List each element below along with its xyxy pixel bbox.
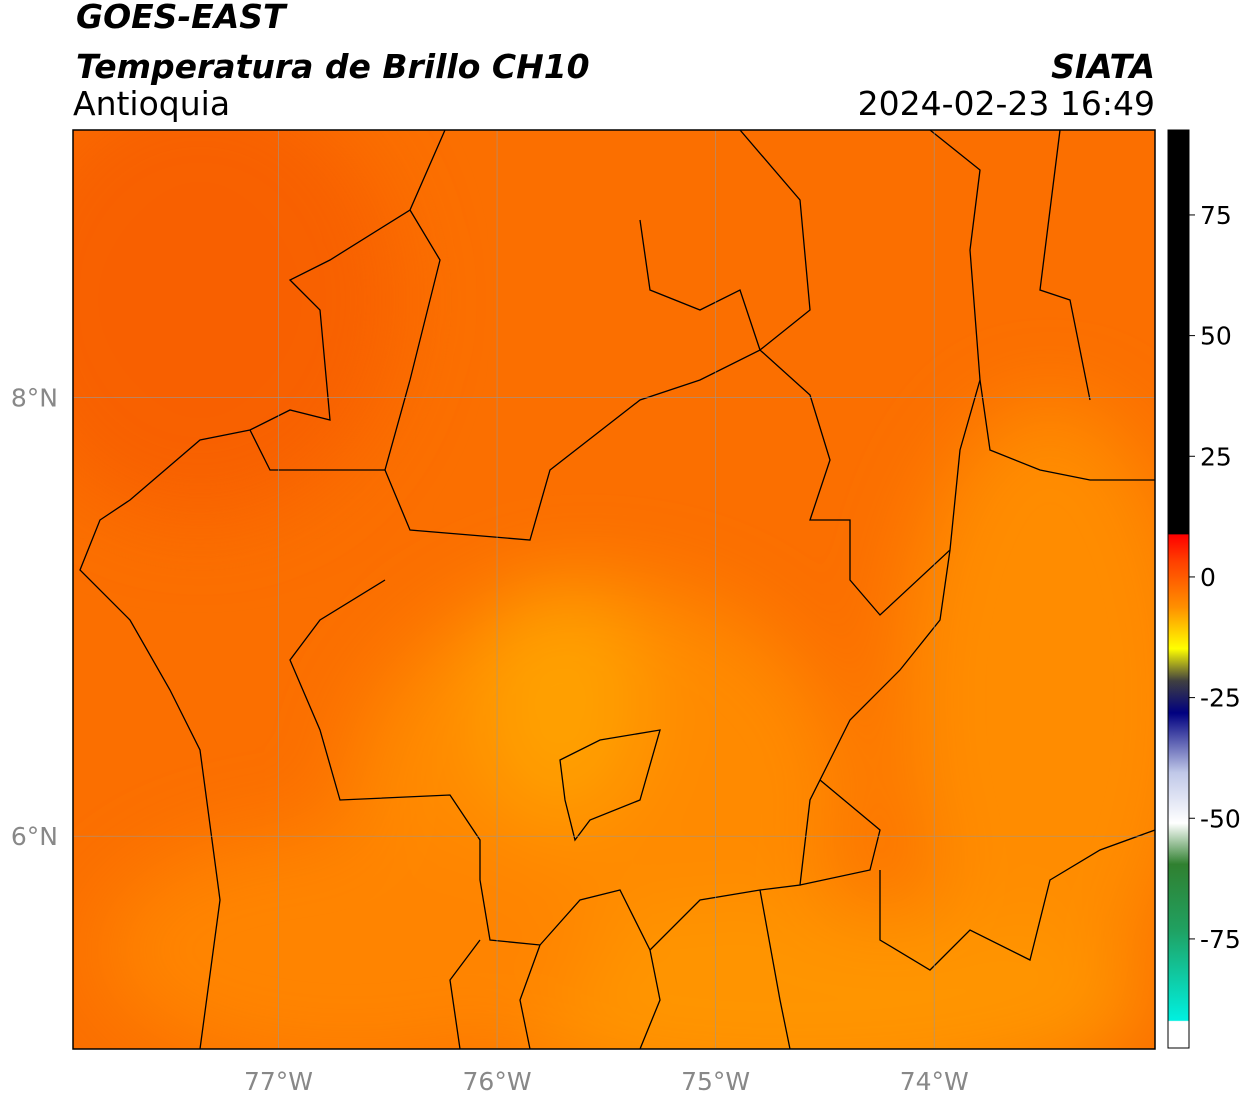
- colorbar-tick-label: -50: [1200, 804, 1241, 833]
- title: GOES-EAST: [76, 0, 288, 36]
- colorbar-tick-label: 75: [1200, 201, 1232, 230]
- lon-tick-label: 75°W: [681, 1067, 750, 1096]
- source: SIATA: [1051, 47, 1155, 86]
- colorbar-tick-label: -75: [1200, 925, 1241, 954]
- grid: [73, 130, 1155, 1049]
- lat-tick-label: 6°N: [11, 822, 58, 851]
- lon-tick-label: 74°W: [900, 1067, 969, 1096]
- colorbar-tick-label: -25: [1200, 684, 1241, 713]
- map-image: [73, 130, 1155, 1049]
- colorbar-tick-label: 50: [1200, 322, 1232, 351]
- colorbar-tick-label: 25: [1200, 442, 1232, 471]
- colorbar-tick-label: 0: [1200, 563, 1216, 592]
- lat-tick-label: 8°N: [11, 384, 58, 413]
- lon-tick-label: 76°W: [463, 1067, 532, 1096]
- subtitle: Temperatura de Brillo CH10: [76, 47, 590, 86]
- colorbar: [1167, 129, 1190, 1049]
- region: Antioquia: [73, 84, 230, 123]
- datetime: 2024-02-23 16:49: [858, 84, 1155, 123]
- lon-tick-label: 77°W: [244, 1067, 313, 1096]
- map-frame: [72, 129, 1156, 1050]
